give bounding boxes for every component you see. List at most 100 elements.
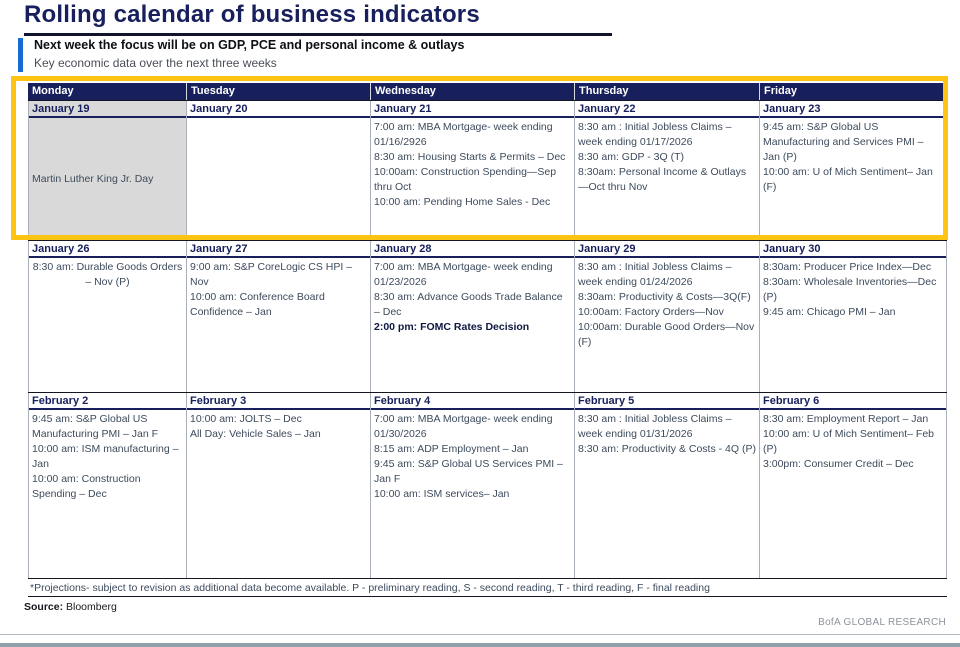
event-item: 9:00 am: S&P CoreLogic CS HPI – Nov <box>190 261 353 288</box>
event-item: 7:00 am: MBA Mortgage- week ending 01/23… <box>374 261 553 288</box>
event-item: 8:30 am: GDP - 3Q (T) <box>578 151 684 163</box>
day-header-friday: Friday <box>760 83 947 100</box>
source-value: Bloomberg <box>63 601 117 613</box>
event-item: 8:30 am: Housing Starts & Permits – Dec <box>374 151 566 163</box>
date-label: February 4 <box>371 393 574 410</box>
event-item: 9:45 am: S&P Global US Manufacturing and… <box>763 121 924 163</box>
event-item: 8:30 am: Productivity & Costs - 4Q (P) <box>578 443 756 455</box>
event-item: 7:00 am: MBA Mortgage- week ending 01/30… <box>374 413 553 440</box>
calendar-cell: January 20 <box>187 101 371 240</box>
event-item: 10:00 am: Pending Home Sales - Dec <box>374 196 551 208</box>
events-list: 8:30am: Producer Price Index—Dec 8:30am: … <box>760 258 946 322</box>
date-label: January 22 <box>575 101 759 118</box>
event-item: 8:30 am: Advance Goods Trade Balance – D… <box>374 291 563 318</box>
event-item: 10:00am: Durable Good Orders—Nov (F) <box>578 321 755 348</box>
date-label: January 19 <box>29 101 186 118</box>
day-header-thursday: Thursday <box>575 83 760 100</box>
date-label: January 23 <box>760 101 946 118</box>
event-item: 8:30 am: Employment Report – Jan <box>763 413 929 425</box>
source-label: Source: <box>24 601 64 613</box>
events-list: 7:00 am: MBA Mortgage- week ending 01/30… <box>371 410 574 504</box>
events-list: 9:45 am: S&P Global US Manufacturing and… <box>760 118 946 197</box>
event-item: 3:00pm: Consumer Credit – Dec <box>763 458 914 470</box>
callout: Next week the focus will be on GDP, PCE … <box>18 38 464 72</box>
page-title: Rolling calendar of business indicators <box>24 1 480 28</box>
date-label: February 6 <box>760 393 946 410</box>
calendar-cell: January 21 7:00 am: MBA Mortgage- week en… <box>371 101 575 240</box>
event-item: 2:00 pm: FOMC Rates Decision <box>374 321 530 333</box>
day-header-monday: Monday <box>28 83 187 100</box>
events-list: 7:00 am: MBA Mortgage- week ending 01/23… <box>371 258 574 337</box>
calendar-cell: January 26 8:30 am: Durable Goods Orders … <box>28 241 187 392</box>
events-list: 8:30 am : Initial Jobless Claims – week … <box>575 410 759 459</box>
date-label: January 27 <box>187 241 370 258</box>
date-label: February 3 <box>187 393 370 410</box>
calendar-cell: January 23 9:45 am: S&P Global US Manufac… <box>760 101 947 240</box>
holiday-label: Martin Luther King Jr. Day <box>32 173 154 185</box>
events-list: 8:30 am : Initial Jobless Claims – week … <box>575 258 759 352</box>
week-row: January 19 Martin Luther King Jr. Day Janu… <box>28 100 947 240</box>
date-label: January 30 <box>760 241 946 258</box>
title-underline <box>24 33 612 36</box>
calendar-cell: January 22 8:30 am : Initial Jobless Clai… <box>575 101 760 240</box>
calendar-table: Monday Tuesday Wednesday Thursday Friday Janu… <box>28 83 947 597</box>
date-label: January 20 <box>187 101 370 118</box>
source-line: Source: Bloomberg <box>24 601 117 613</box>
events-list: 9:00 am: S&P CoreLogic CS HPI – Nov 10:00… <box>187 258 370 322</box>
event-item: 8:30 am : Initial Jobless Claims – week … <box>578 413 732 440</box>
day-header-row: Monday Tuesday Wednesday Thursday Friday <box>28 83 947 100</box>
calendar-cell: February 2 9:45 am: S&P Global US Manufac… <box>28 393 187 578</box>
event-item: 10:00 am: U of Mich Sentiment– Feb (P) <box>763 428 934 455</box>
event-item: 9:45 am: S&P Global US Services PMI – Ja… <box>374 458 563 485</box>
date-label: January 28 <box>371 241 574 258</box>
calendar-cell: February 4 7:00 am: MBA Mortgage- week en… <box>371 393 575 578</box>
callout-text: Next week the focus will be on GDP, PCE … <box>34 38 464 72</box>
footer-rule <box>0 634 960 635</box>
branding: BofA GLOBAL RESEARCH <box>818 617 946 628</box>
calendar-cell: February 5 8:30 am : Initial Jobless Clai… <box>575 393 760 578</box>
events-list: 7:00 am: MBA Mortgage- week ending 01/16… <box>371 118 574 212</box>
events-list: 8:30 am: Durable Goods Orders – Nov (P) <box>29 258 186 292</box>
footnote: *Projections- subject to revision as add… <box>28 578 947 597</box>
event-item: All Day: Vehicle Sales – Jan <box>190 428 321 440</box>
day-header-wednesday: Wednesday <box>371 83 575 100</box>
date-label: February 5 <box>575 393 759 410</box>
week-row: February 2 9:45 am: S&P Global US Manufac… <box>28 392 947 578</box>
event-item: 9:45 am: S&P Global US Manufacturing PMI… <box>32 413 159 440</box>
events-list: Martin Luther King Jr. Day <box>29 118 186 189</box>
event-item: 7:00 am: MBA Mortgage- week ending 01/16… <box>374 121 553 148</box>
callout-headline: Next week the focus will be on GDP, PCE … <box>34 38 465 52</box>
event-item: 10:00 am: U of Mich Sentiment– Jan (F) <box>763 166 933 193</box>
events-list: 9:45 am: S&P Global US Manufacturing PMI… <box>29 410 186 504</box>
event-item: 8:30am: Productivity & Costs—3Q(F) <box>578 291 751 303</box>
callout-accent-bar <box>18 38 23 72</box>
events-list <box>187 118 370 122</box>
event-item: 10:00 am: ISM services– Jan <box>374 488 510 500</box>
callout-subhead: Key economic data over the next three we… <box>34 56 277 70</box>
calendar-cell: January 30 8:30am: Producer Price Index—D… <box>760 241 947 392</box>
events-list: 8:30 am: Employment Report – Jan 10:00 am… <box>760 410 946 474</box>
date-label: February 2 <box>29 393 186 410</box>
calendar-cell: January 19 Martin Luther King Jr. Day <box>28 101 187 240</box>
event-item: 8:30 am : Initial Jobless Claims – week … <box>578 121 732 148</box>
event-item: 10:00 am: Conference Board Confidence – … <box>190 291 325 318</box>
event-item: 9:45 am: Chicago PMI – Jan <box>763 306 896 318</box>
event-item: 8:15 am: ADP Employment – Jan <box>374 443 529 455</box>
calendar-cell: February 3 10:00 am: JOLTS – Dec All Day: … <box>187 393 371 578</box>
event-item: 8:30 am: Durable Goods Orders – Nov (P) <box>32 261 183 288</box>
events-list: 8:30 am : Initial Jobless Claims – week … <box>575 118 759 197</box>
date-label: January 29 <box>575 241 759 258</box>
bottom-bar <box>0 643 960 647</box>
event-item: 8:30am: Wholesale Inventories—Dec (P) <box>763 276 937 303</box>
calendar-cell: January 27 9:00 am: S&P CoreLogic CS HPI … <box>187 241 371 392</box>
event-item: 10:00am: Construction Spending—Sep thru … <box>374 166 557 193</box>
event-item: 10:00 am: JOLTS – Dec <box>190 413 302 425</box>
event-item: 8:30 am : Initial Jobless Claims – week … <box>578 261 732 288</box>
event-item: 10:00 am: ISM manufacturing – Jan <box>32 443 179 470</box>
event-item: 10:00am: Factory Orders—Nov <box>578 306 724 318</box>
day-header-tuesday: Tuesday <box>187 83 371 100</box>
date-label: January 21 <box>371 101 574 118</box>
calendar-cell: February 6 8:30 am: Employment Report – J… <box>760 393 947 578</box>
date-label: January 26 <box>29 241 186 258</box>
